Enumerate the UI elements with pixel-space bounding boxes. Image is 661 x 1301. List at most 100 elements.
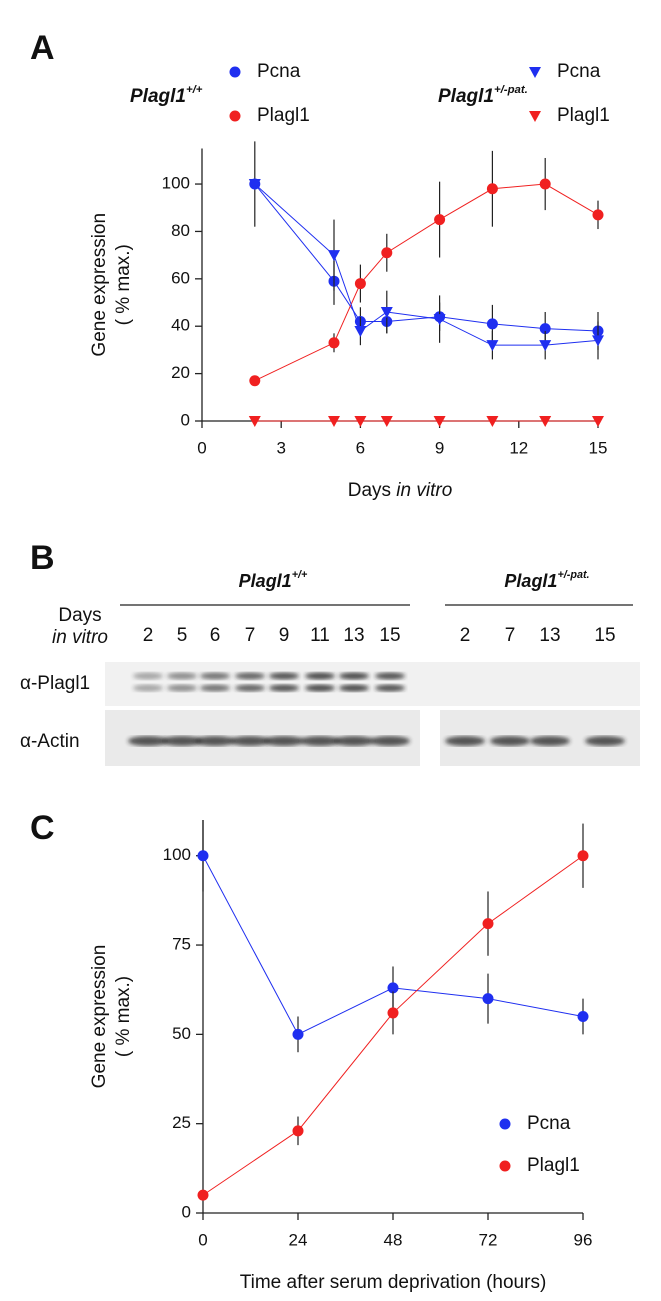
plagl1-band bbox=[375, 684, 405, 692]
lane-label: 2 bbox=[143, 625, 154, 646]
triangle-marker bbox=[486, 416, 499, 427]
legend-label: Pcna bbox=[557, 61, 601, 82]
actin-band bbox=[264, 736, 304, 746]
actin-band bbox=[585, 736, 625, 746]
row-label: in vitro bbox=[52, 627, 108, 648]
circle-marker bbox=[539, 323, 551, 335]
lane-label: 9 bbox=[279, 625, 290, 646]
triangle-marker bbox=[539, 340, 552, 352]
y-axis-label: ( % max.) bbox=[113, 244, 134, 325]
triangle-marker bbox=[486, 340, 499, 352]
lane-label: 6 bbox=[210, 625, 221, 646]
plagl1-band bbox=[235, 672, 265, 680]
circle-marker bbox=[577, 1011, 589, 1022]
x-axis-label-text: Time after serum deprivation (hours) bbox=[240, 1272, 547, 1293]
lane-label: 13 bbox=[539, 625, 560, 646]
legend-label: Plagl1 bbox=[557, 105, 610, 126]
plagl1-band bbox=[375, 672, 405, 680]
plagl1-band bbox=[200, 672, 230, 680]
y-axis-label: Gene expression bbox=[89, 945, 110, 1089]
plagl1-band bbox=[269, 684, 299, 692]
actin-band bbox=[195, 736, 235, 746]
y-tick-label: 50 bbox=[172, 1024, 191, 1043]
lane-label: 5 bbox=[177, 625, 188, 646]
x-axis-label-text: Days bbox=[348, 480, 391, 501]
x-axis-label-italic: in vitro bbox=[396, 480, 452, 501]
circle-marker bbox=[197, 1189, 209, 1201]
genotype-superscript: +/+ bbox=[186, 84, 203, 96]
circle-marker bbox=[197, 850, 209, 862]
plagl1-band bbox=[133, 672, 163, 680]
actin-band bbox=[230, 736, 270, 746]
y-tick-label: 20 bbox=[171, 363, 190, 382]
antibody-label: α-Plagl1 bbox=[20, 673, 90, 694]
x-axis-label: Time after serum deprivation (hours) bbox=[240, 1272, 547, 1293]
plagl1-band bbox=[339, 684, 369, 692]
triangle-marker bbox=[328, 250, 340, 262]
lane-label: 15 bbox=[379, 625, 400, 646]
triangle-marker bbox=[592, 335, 604, 347]
x-tick-label: 0 bbox=[198, 1230, 207, 1249]
legend-label: Pcna bbox=[257, 61, 301, 82]
triangle-marker bbox=[354, 325, 367, 337]
row-label: Days bbox=[58, 605, 101, 626]
blot-strip bbox=[105, 662, 640, 706]
genotype-name: Plagl1 bbox=[130, 86, 186, 107]
x-tick-label: 0 bbox=[197, 438, 206, 457]
plagl1-band bbox=[133, 684, 163, 692]
plagl1-band bbox=[167, 672, 197, 680]
x-axis-label: Days in vitro bbox=[348, 480, 453, 501]
plagl1-band bbox=[167, 684, 197, 692]
circle-marker bbox=[482, 918, 494, 930]
plagl1-band bbox=[305, 672, 335, 680]
circle-marker bbox=[292, 1028, 304, 1040]
circle-marker bbox=[354, 278, 366, 290]
genotype-name: Plagl1 bbox=[504, 571, 557, 591]
legend-marker bbox=[499, 1118, 511, 1130]
plagl1-band bbox=[235, 684, 265, 692]
circle-marker bbox=[387, 1007, 399, 1019]
triangle-marker bbox=[433, 314, 446, 326]
legend-marker bbox=[229, 110, 241, 122]
triangle-marker bbox=[380, 307, 393, 318]
x-tick-label: 15 bbox=[589, 438, 608, 457]
circle-marker bbox=[592, 209, 604, 221]
lane-label: 2 bbox=[460, 625, 471, 646]
circle-marker bbox=[292, 1125, 304, 1137]
y-tick-label: 40 bbox=[171, 316, 190, 335]
genotype-superscript: +/+ bbox=[292, 569, 308, 581]
genotype-superscript: +/-pat. bbox=[557, 569, 589, 581]
x-tick-label: 24 bbox=[289, 1230, 308, 1249]
triangle-marker bbox=[433, 416, 446, 427]
triangle-marker bbox=[539, 416, 552, 427]
y-axis-label: ( % max.) bbox=[113, 976, 134, 1057]
plagl1-band bbox=[269, 672, 299, 680]
actin-band bbox=[162, 736, 202, 746]
circle-marker bbox=[381, 247, 393, 259]
x-tick-label: 72 bbox=[479, 1230, 498, 1249]
triangle-marker bbox=[592, 416, 604, 427]
y-tick-label: 100 bbox=[162, 174, 190, 193]
genotype-superscript: +/-pat. bbox=[494, 84, 528, 96]
series-line bbox=[254, 183, 599, 346]
actin-band bbox=[334, 736, 374, 746]
x-tick-label: 6 bbox=[356, 438, 365, 457]
plagl1-band bbox=[305, 684, 335, 692]
triangle-marker bbox=[248, 416, 261, 427]
legend-label: Plagl1 bbox=[527, 1155, 580, 1176]
plagl1-band bbox=[200, 684, 230, 692]
lane-label: 7 bbox=[245, 625, 256, 646]
actin-band bbox=[530, 736, 570, 746]
genotype-label: Plagl1+/-pat. bbox=[504, 569, 589, 591]
y-axis-label: Gene expression bbox=[89, 213, 110, 357]
y-tick-label: 25 bbox=[172, 1113, 191, 1132]
circle-marker bbox=[328, 337, 340, 349]
genotype-label: Plagl1+/-pat. bbox=[438, 84, 528, 107]
x-tick-label: 9 bbox=[435, 438, 444, 457]
y-tick-label: 100 bbox=[163, 845, 191, 864]
actin-band bbox=[445, 736, 485, 746]
x-tick-label: 48 bbox=[384, 1230, 403, 1249]
lane-label: 7 bbox=[505, 625, 516, 646]
circle-marker bbox=[434, 214, 446, 226]
